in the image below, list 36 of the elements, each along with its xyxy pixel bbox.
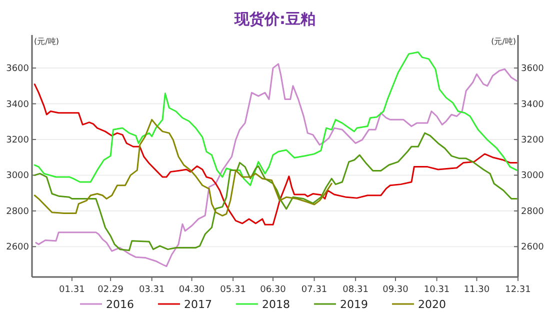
y2-tick-label: 3000 — [521, 171, 544, 182]
y2-tick-label: 2800 — [521, 206, 544, 217]
legend-label: 2018 — [262, 298, 290, 311]
legend-label: 2017 — [184, 298, 212, 311]
y2-tick-label: 3200 — [521, 135, 544, 146]
x-tick-label: 04.30 — [178, 285, 205, 295]
legend-label: 2020 — [418, 298, 446, 311]
y-tick-label: 3600 — [6, 64, 30, 74]
y2-tick-label: 3400 — [521, 100, 544, 110]
x-tick-label: 07.31 — [301, 285, 328, 295]
y-tick-label: 2800 — [6, 206, 30, 217]
line-series — [34, 84, 518, 226]
x-tick-label: 08.31 — [342, 285, 368, 295]
legend-label: 2016 — [106, 298, 134, 311]
y-tick-label: 3000 — [6, 171, 30, 182]
x-tick-label: 11.30 — [464, 285, 490, 295]
line-series — [34, 118, 332, 216]
chart-title: 现货价:豆粕 — [234, 10, 316, 28]
x-tick-label: 01.31 — [59, 285, 85, 295]
y-tick-label: 2600 — [6, 242, 30, 253]
legend-label: 2019 — [340, 298, 368, 311]
x-tick-label: 12.31 — [505, 285, 531, 295]
x-tick-label: 05.31 — [220, 285, 246, 295]
line-series — [34, 132, 518, 252]
y2-tick-label: 3600 — [521, 64, 544, 74]
x-tick-label: 06.30 — [260, 285, 286, 295]
x-tick-label: 03.31 — [138, 285, 165, 295]
y-tick-label: 3200 — [6, 135, 30, 146]
line-series — [34, 51, 518, 186]
x-tick-label: 02.29 — [98, 285, 124, 295]
y2-tick-label: 2600 — [521, 242, 544, 253]
x-tick-label: 09.30 — [382, 285, 409, 295]
y2-axis-title: (元/吨) — [491, 37, 516, 46]
y-tick-label: 3400 — [6, 100, 30, 110]
x-tick-label: 10.31 — [424, 285, 450, 295]
y-axis-title: (元/吨) — [34, 37, 59, 46]
